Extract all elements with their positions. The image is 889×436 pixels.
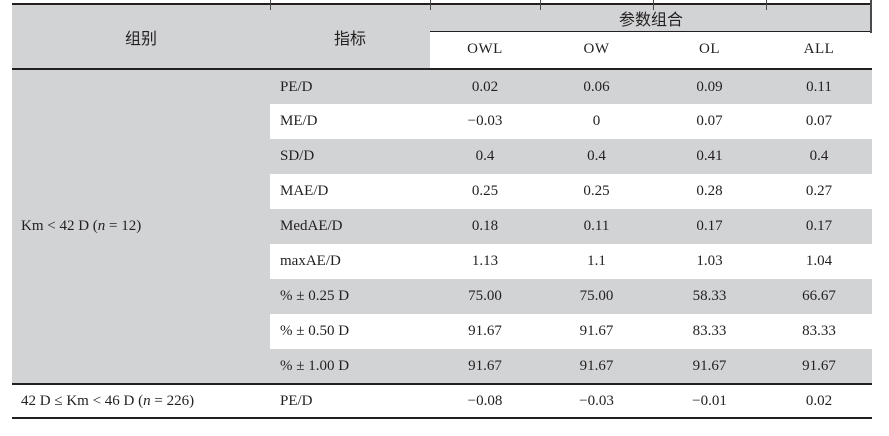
column-boundary-tick	[270, 0, 271, 10]
value-cell: 0.18	[430, 209, 540, 244]
value-cell: 91.67	[540, 349, 653, 384]
group-label-42-to-46: 42 D ≤ Km < 46 D (n = 226)	[12, 383, 270, 418]
table-row: % ± 1.00 D 91.67 91.67 91.67 91.67	[12, 349, 873, 384]
table-row: 42 D ≤ Km < 46 D (n = 226) PE/D −0.08 −0…	[12, 383, 873, 418]
value-cell: 1.1	[540, 244, 653, 279]
value-cell: 0.17	[766, 209, 873, 244]
value-cell: 0.06	[540, 69, 653, 104]
value-cell: 0.11	[766, 69, 873, 104]
column-header-owl: OWL	[430, 31, 540, 70]
column-boundary-tick	[766, 0, 767, 10]
column-header-indicator: 指标	[270, 4, 430, 70]
column-header-ow: OW	[540, 31, 653, 70]
value-cell: 0.17	[653, 209, 766, 244]
table-row: Km < 42 D (n = 12) PE/D 0.02 0.06 0.09 0…	[12, 69, 873, 384]
table-row: % ± 0.25 D 75.00 75.00 58.33 66.67	[12, 279, 873, 314]
value-cell: 0.09	[653, 69, 766, 104]
indicator-cell: maxAE/D	[270, 244, 430, 279]
value-cell: 0.41	[653, 139, 766, 174]
table-row: ME/D −0.03 0 0.07 0.07	[12, 104, 873, 139]
column-boundary-tick	[653, 0, 654, 10]
value-cell: 0.4	[766, 139, 873, 174]
indicator-cell: PE/D	[270, 383, 430, 418]
value-cell: 0.07	[653, 104, 766, 139]
value-cell: 1.13	[430, 244, 540, 279]
column-boundary-tick	[430, 0, 431, 10]
value-cell: 91.67	[430, 349, 540, 384]
indicator-cell: ME/D	[270, 104, 430, 139]
value-cell: −0.03	[540, 383, 653, 418]
value-cell: 91.67	[653, 349, 766, 384]
value-cell: 75.00	[430, 279, 540, 314]
value-cell: 0.02	[766, 383, 873, 418]
table-row: maxAE/D 1.13 1.1 1.03 1.04	[12, 244, 873, 279]
value-cell: 75.00	[540, 279, 653, 314]
value-cell: 83.33	[653, 314, 766, 349]
value-cell: 1.04	[766, 244, 873, 279]
indicator-cell: % ± 0.25 D	[270, 279, 430, 314]
column-header-ol: OL	[653, 31, 766, 70]
column-header-all: ALL	[766, 31, 873, 70]
value-cell: −0.08	[430, 383, 540, 418]
table-row: MedAE/D 0.18 0.11 0.17 0.17	[12, 209, 873, 244]
value-cell: 0.07	[766, 104, 873, 139]
value-cell: 0.25	[540, 174, 653, 209]
indicator-cell: PE/D	[270, 69, 430, 104]
table-row: SD/D 0.4 0.4 0.41 0.4	[12, 139, 873, 174]
value-cell: −0.01	[653, 383, 766, 418]
column-header-group: 组别	[12, 4, 270, 70]
indicator-cell: MedAE/D	[270, 209, 430, 244]
table-row: % ± 0.50 D 91.67 91.67 83.33 83.33	[12, 314, 873, 349]
value-cell: 0.28	[653, 174, 766, 209]
indicator-cell: % ± 0.50 D	[270, 314, 430, 349]
value-cell: 0.25	[430, 174, 540, 209]
indicator-cell: % ± 1.00 D	[270, 349, 430, 384]
indicator-cell: MAE/D	[270, 174, 430, 209]
results-table: 组别 指标 参数组合 OWL OW OL ALL Km < 42 D (n = …	[12, 3, 873, 419]
value-cell: 0.27	[766, 174, 873, 209]
column-header-parameter-combination: 参数组合	[430, 4, 873, 32]
value-cell: 0	[540, 104, 653, 139]
value-cell: 58.33	[653, 279, 766, 314]
value-cell: −0.03	[430, 104, 540, 139]
table-row: MAE/D 0.25 0.25 0.28 0.27	[12, 174, 873, 209]
value-cell: 0.02	[430, 69, 540, 104]
value-cell: 0.11	[540, 209, 653, 244]
value-cell: 66.67	[766, 279, 873, 314]
column-boundary-tick	[540, 0, 541, 10]
table-right-edge-tick	[870, 0, 872, 33]
value-cell: 0.4	[540, 139, 653, 174]
indicator-cell: SD/D	[270, 139, 430, 174]
header-row-2: OWL OW OL ALL	[12, 31, 873, 70]
group-label-km-lt-42: Km < 42 D (n = 12)	[12, 69, 270, 384]
value-cell: 91.67	[766, 349, 873, 384]
header-row-1: 组别 指标 参数组合	[12, 4, 873, 70]
value-cell: 0.4	[430, 139, 540, 174]
value-cell: 83.33	[766, 314, 873, 349]
value-cell: 91.67	[540, 314, 653, 349]
value-cell: 91.67	[430, 314, 540, 349]
value-cell: 1.03	[653, 244, 766, 279]
